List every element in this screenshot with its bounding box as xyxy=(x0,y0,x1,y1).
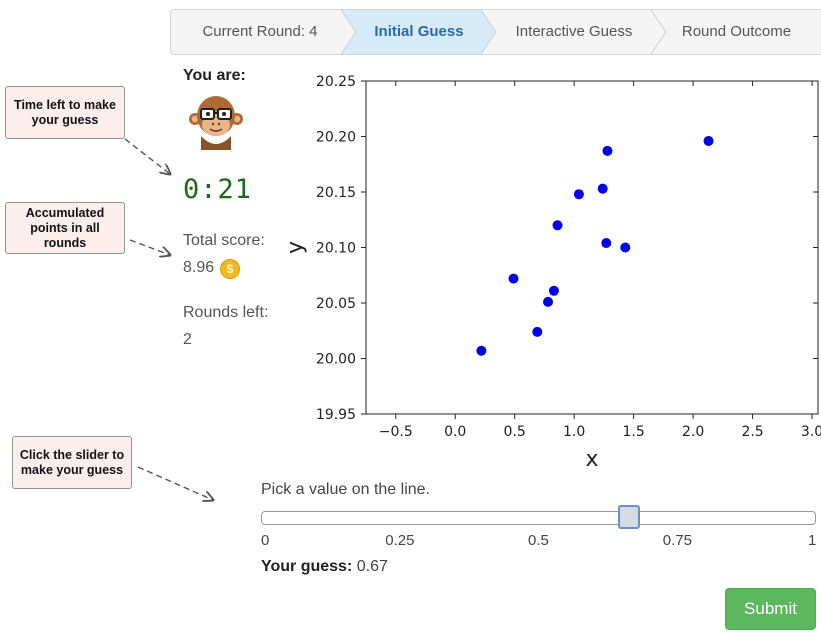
guess-slider-thumb[interactable] xyxy=(617,505,640,529)
x-tick-label: 3.0 xyxy=(801,424,821,440)
your-guess-value: 0.67 xyxy=(356,558,388,575)
x-tick-label: 1.0 xyxy=(563,424,585,440)
x-tick-label: −0.5 xyxy=(379,424,413,440)
x-tick-label: 2.0 xyxy=(682,424,704,440)
callout-time-left: Time left to make your guess xyxy=(5,86,125,139)
rounds-left-label: Rounds left: xyxy=(183,304,269,321)
x-axis-label: x xyxy=(585,447,598,472)
step-separator xyxy=(650,10,667,54)
y-tick-label: 20.25 xyxy=(316,74,356,90)
total-score-value: 8.96 xyxy=(183,259,215,276)
data-point xyxy=(476,345,487,356)
data-point xyxy=(597,183,608,194)
submit-button[interactable]: Submit xyxy=(725,588,816,630)
callout-accumulated-points: Accumulated points in all rounds xyxy=(5,202,125,254)
active-step-highlight xyxy=(341,10,496,54)
arrow-to-slider xyxy=(137,466,213,500)
y-tick-label: 20.20 xyxy=(316,130,356,146)
x-tick-label: 0.5 xyxy=(504,424,526,440)
y-tick-label: 20.10 xyxy=(316,241,356,257)
scatter-plot: −0.5 0.0 0.5 1.0 1.5 2.0 2.5 3.0 19.95 20.00 20.05… xyxy=(283,74,821,472)
data-point xyxy=(602,145,613,156)
arrow-to-timer xyxy=(124,138,170,174)
step-separator xyxy=(340,10,357,54)
y-tick-label: 19.95 xyxy=(316,407,356,423)
x-tick-label: 0.0 xyxy=(444,424,466,440)
you-are-label: You are: xyxy=(183,67,246,84)
step-current-round: Current Round: 4 xyxy=(202,23,318,40)
x-tick-label: 1.5 xyxy=(622,424,644,440)
step-separator xyxy=(480,10,497,54)
data-point xyxy=(573,189,584,200)
data-point xyxy=(620,242,631,253)
slider-tick-label: 0.5 xyxy=(528,532,549,549)
y-tick-label: 20.05 xyxy=(316,296,356,312)
slider-tick-label: 0.75 xyxy=(662,532,692,549)
coin-icon: $ xyxy=(220,259,240,279)
arrow-to-score xyxy=(129,239,170,255)
your-guess-row: Your guess: 0.67 xyxy=(261,558,388,576)
data-point xyxy=(548,285,559,296)
step-interactive-guess: Interactive Guess xyxy=(515,23,633,40)
y-tick-label: 20.15 xyxy=(316,185,356,201)
slider-tick-label: 0 xyxy=(261,532,270,549)
data-point xyxy=(508,273,519,284)
y-axis-label: y xyxy=(283,241,308,254)
monkey-avatar-icon xyxy=(189,96,243,150)
data-point xyxy=(542,296,553,307)
slider-tick-label: 0.25 xyxy=(385,532,415,549)
progress-bar-shapes xyxy=(340,10,667,54)
data-point xyxy=(532,326,543,337)
data-point xyxy=(703,135,714,146)
data-point xyxy=(601,238,612,249)
guess-slider-track[interactable] xyxy=(261,511,816,525)
total-score-label: Total score: xyxy=(183,232,265,249)
callout-slider: Click the slider to make your guess xyxy=(12,436,132,489)
plot-frame xyxy=(365,80,819,415)
rounds-left-value: 2 xyxy=(183,331,192,348)
slider-tick-label: 1 xyxy=(808,532,817,549)
data-point xyxy=(552,220,563,231)
step-round-outcome: Round Outcome xyxy=(681,23,792,40)
round-progress-bar: Current Round: 4 Initial Guess Interacti… xyxy=(170,9,821,55)
your-guess-label: Your guess: xyxy=(261,558,353,575)
slider-prompt: Pick a value on the line. xyxy=(261,481,430,498)
x-tick-label: 2.5 xyxy=(741,424,763,440)
countdown-timer: 0:21 xyxy=(183,174,253,205)
step-initial-guess: Initial Guess xyxy=(374,23,464,40)
y-tick-label: 20.00 xyxy=(316,352,356,368)
